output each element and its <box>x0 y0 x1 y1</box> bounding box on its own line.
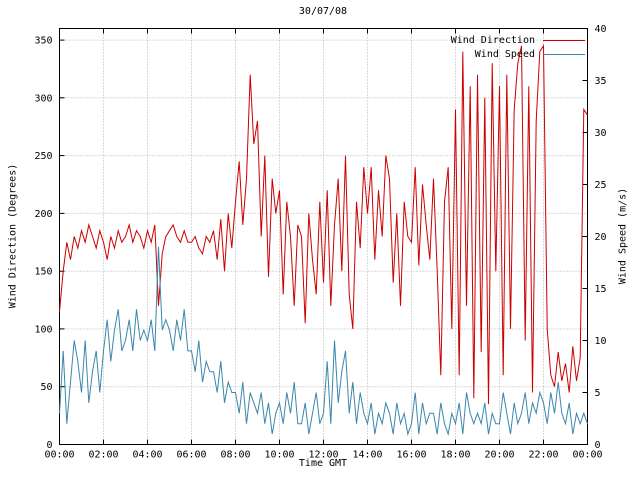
chart-title: 30/07/08 <box>298 6 348 17</box>
x-tick-label: 22:00 <box>528 450 558 461</box>
y-right-tick-label: 30 <box>595 128 607 139</box>
y-right-tick-label: 15 <box>595 284 607 295</box>
x-tick-label: 18:00 <box>440 450 470 461</box>
y-right-tick-label: 40 <box>595 24 607 35</box>
y-right-tick-label: 25 <box>595 180 607 191</box>
legend-line-sample-wind-speed <box>543 53 585 55</box>
y-right-tick-label: 10 <box>595 336 607 347</box>
y-left-tick-label: 350 <box>34 36 52 47</box>
x-tick-label: 00:00 <box>572 450 602 461</box>
legend-label-wind-speed: Wind Speed <box>474 48 535 60</box>
x-tick-label: 20:00 <box>484 450 514 461</box>
y-right-tick-label: 0 <box>595 440 601 451</box>
x-tick-label: 08:00 <box>220 450 250 461</box>
x-tick-label: 10:00 <box>264 450 294 461</box>
x-axis-label: Time GMT <box>298 458 348 469</box>
y-right-tick-label: 5 <box>595 388 601 399</box>
y-left-tick-label: 200 <box>34 209 52 220</box>
x-tick-label: 14:00 <box>352 450 382 461</box>
x-tick-label: 06:00 <box>176 450 206 461</box>
y-left-tick-label: 300 <box>34 93 52 104</box>
x-tick-label: 00:00 <box>44 450 74 461</box>
y-right-tick-label: 35 <box>595 76 607 87</box>
y-left-tick-label: 250 <box>34 151 52 162</box>
legend-item-wind-speed: Wind Speed <box>451 47 585 61</box>
y-left-tick-label: 100 <box>34 324 52 335</box>
x-tick-label: 16:00 <box>396 450 426 461</box>
plot-border <box>59 28 588 445</box>
x-tick-label: 12:00 <box>308 450 338 461</box>
x-tick-label: 04:00 <box>132 450 162 461</box>
legend-label-wind-direction: Wind Direction <box>450 34 535 46</box>
y-left-tick-label: 50 <box>40 382 52 393</box>
legend-line-sample-wind-direction <box>543 39 585 41</box>
y-left-tick-label: 150 <box>34 267 52 278</box>
legend: Wind Direction Wind Speed <box>451 33 585 61</box>
y-right-tick-label: 20 <box>595 232 607 243</box>
legend-item-wind-direction: Wind Direction <box>451 33 585 47</box>
wind-speed-line <box>59 246 588 437</box>
x-tick-label: 02:00 <box>88 450 118 461</box>
wind-direction-line <box>59 44 588 405</box>
y-left-tick-label: 0 <box>46 440 52 451</box>
